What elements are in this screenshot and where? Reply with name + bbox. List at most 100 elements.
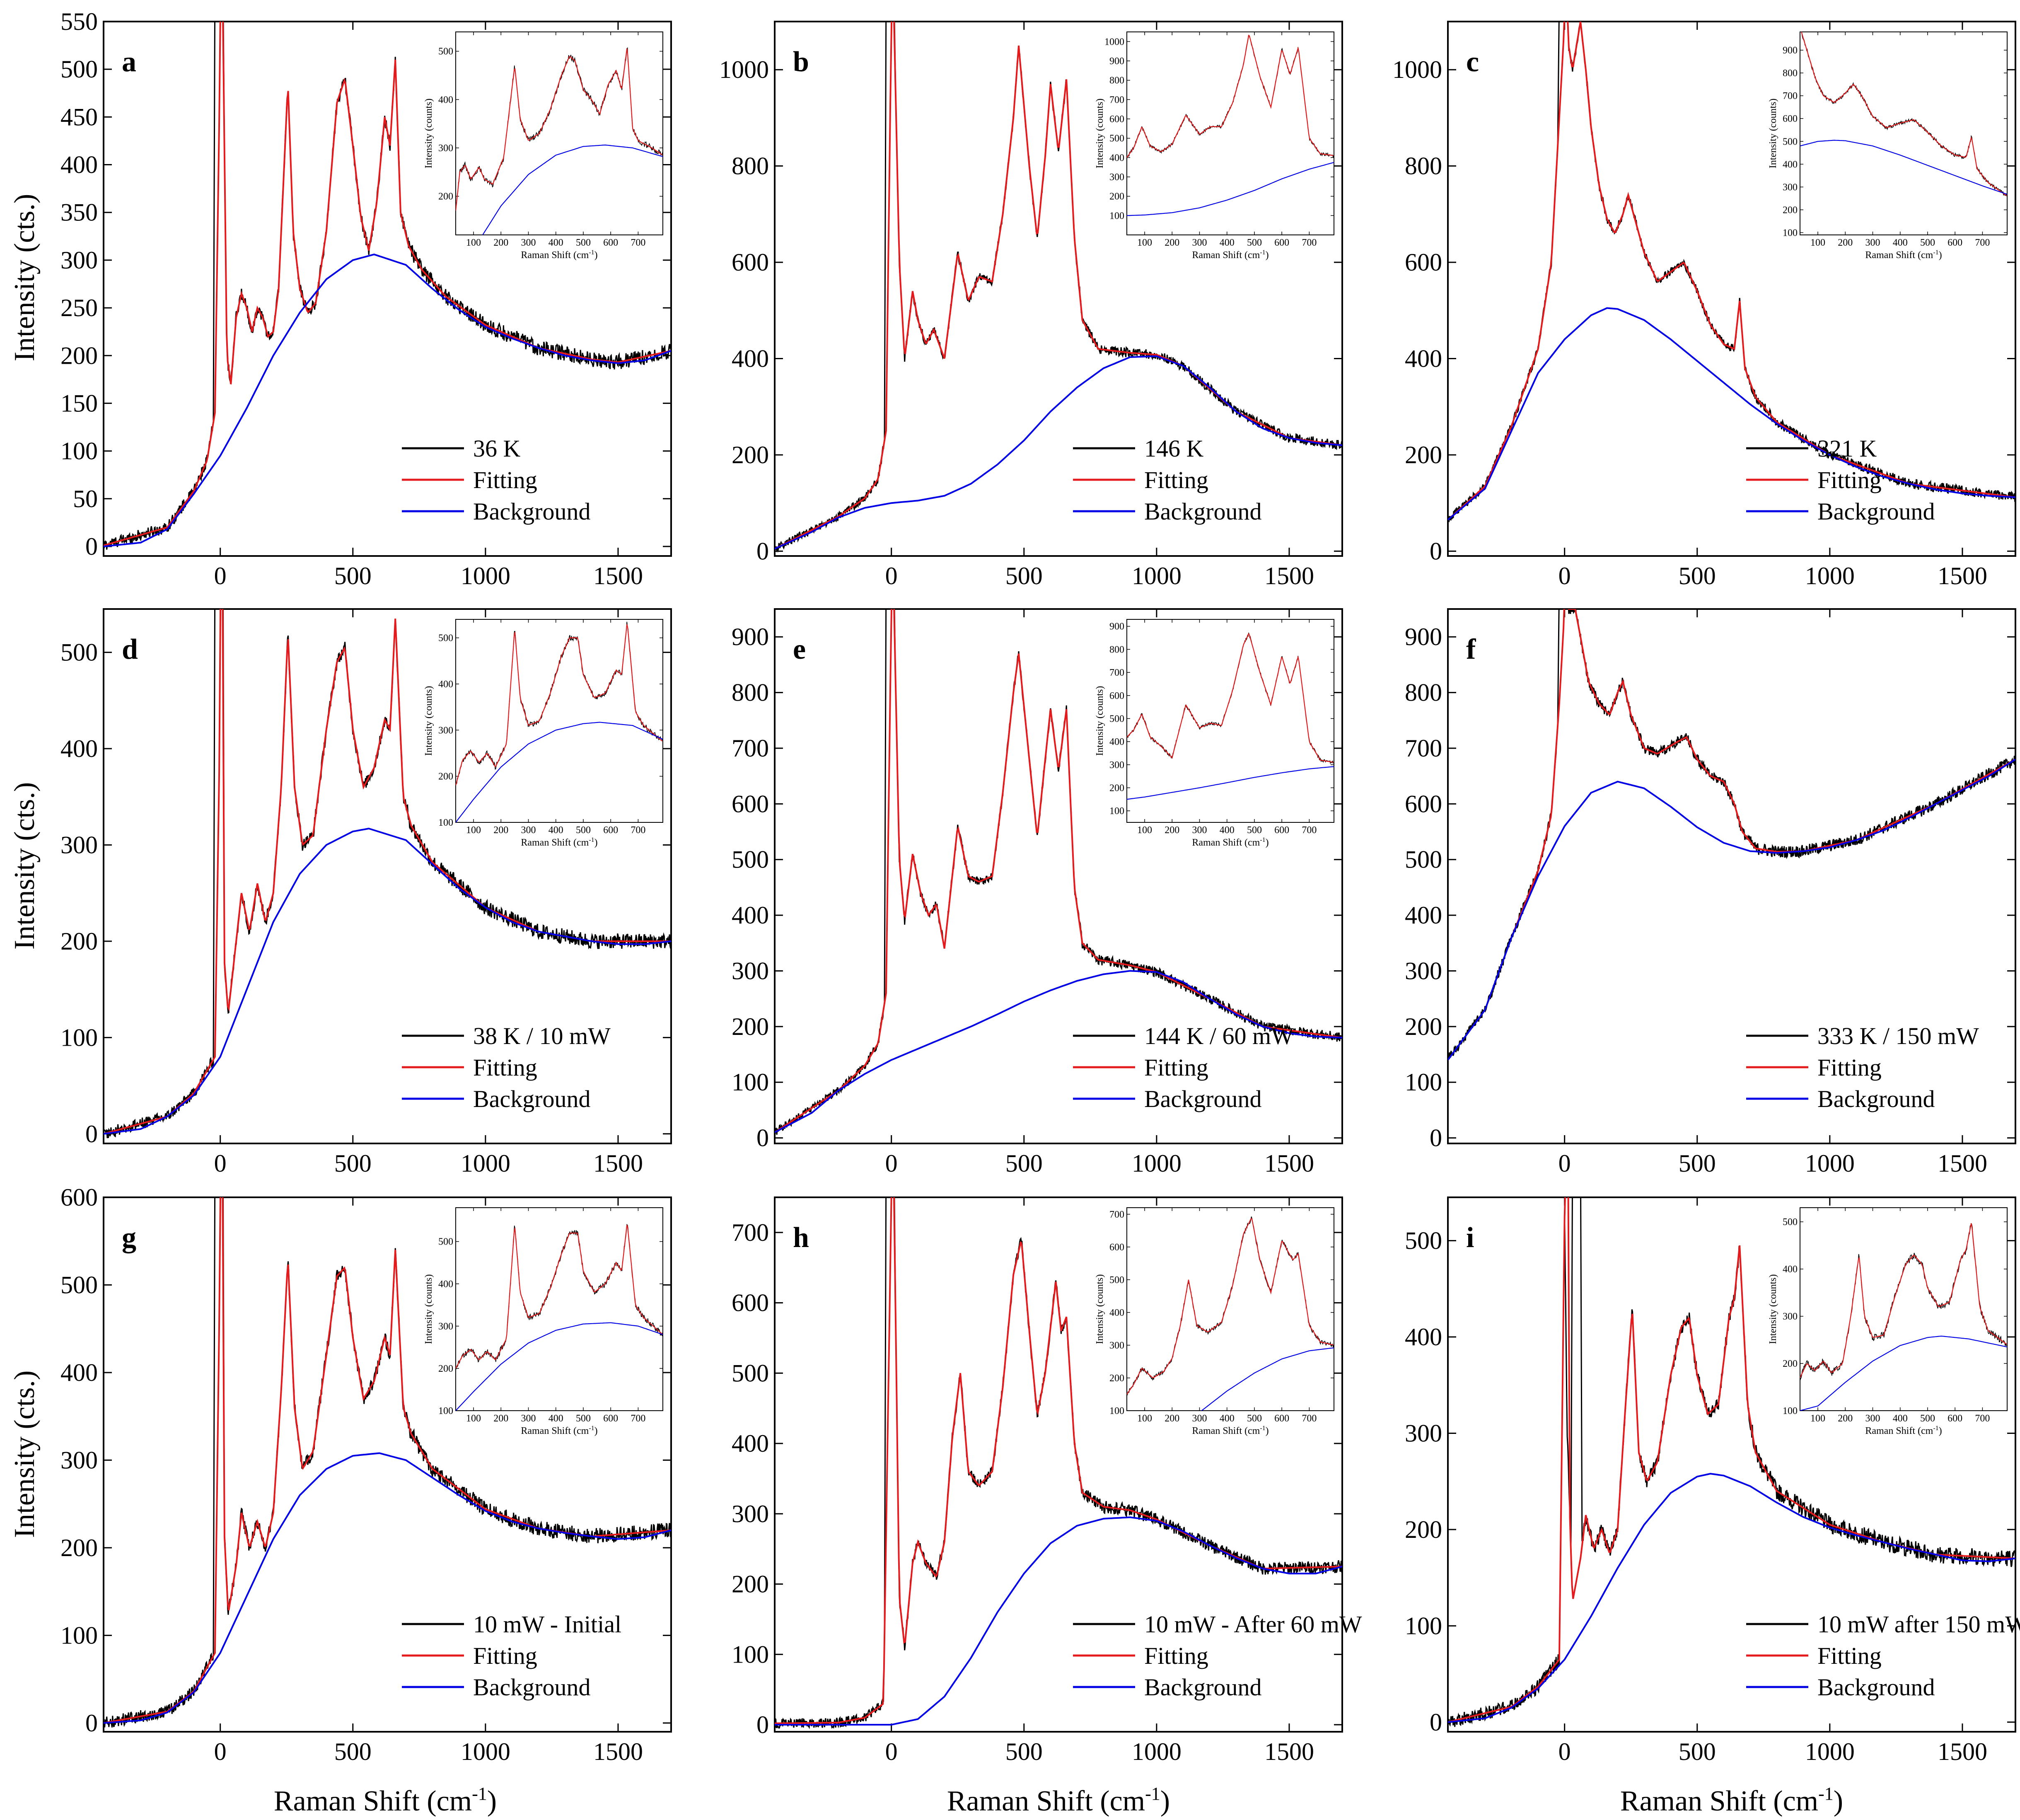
panel-b-ytick-label: 800 (732, 152, 769, 180)
panel-i-inset-ylabel: Intensity (counts) (1768, 1274, 1778, 1344)
panel-e-ytick-label: 300 (732, 957, 769, 984)
panel-e-inset-ytick-label: 400 (1109, 737, 1124, 747)
panel-b-inset-xtick-label: 300 (1192, 237, 1207, 248)
panel-b-ytick-label: 400 (732, 345, 769, 372)
panel-d-ytick-label: 500 (60, 639, 98, 666)
panel-f-fit-series (1448, 609, 2015, 1061)
panel-g-inset-ylabel: Intensity (counts) (423, 1274, 434, 1344)
panel-a-inset-xlabel-sup: -1 (589, 249, 594, 256)
panel-f-ytick-label: 900 (1405, 623, 1442, 650)
panel-i: 0 500 1000 1500 0 100 200 300 400 500 i 10 mW after… (1405, 1196, 2020, 1765)
panel-g-ytick-label: 0 (85, 1709, 98, 1737)
panel-d-inset-xtick-label: 700 (631, 825, 645, 836)
panel-e-ytick-label: 700 (732, 735, 769, 762)
panel-c-inset-xlabel-sup: -1 (1933, 249, 1938, 256)
panel-d-inset-ytick-label: 500 (438, 633, 453, 644)
panel-h-ytick-label: 300 (732, 1500, 769, 1528)
panel-d-ytick-label: 0 (85, 1120, 98, 1148)
panel-b-inset-ytick-label: 500 (1109, 133, 1124, 144)
panel-a-ytick-label: 550 (60, 8, 98, 35)
panel-i-ytick-label: 400 (1405, 1323, 1442, 1351)
y-axis-titles: Intensity (cts.) Intensity (cts.) Intens… (9, 194, 41, 1538)
panel-e-letter: e (793, 633, 806, 665)
panel-h-inset-background-series (1201, 1347, 1334, 1411)
panel-c-inset-plot (1800, 32, 2007, 196)
panel-d-ytick-label: 200 (60, 928, 98, 955)
panel-b-inset-plot (1127, 34, 1334, 216)
panel-h-inset-ytick-label: 700 (1109, 1209, 1124, 1220)
panel-b-fit-series (775, 22, 1342, 550)
panel-h-letter: h (793, 1222, 809, 1254)
panel-c-inset-ytick-label: 300 (1783, 182, 1798, 193)
panel-b-inset-background-series (1127, 162, 1334, 216)
panel-h-xtick-label: 0 (885, 1738, 898, 1765)
panel-b-xtick-label: 1000 (1132, 562, 1182, 590)
panel-d-legend-label: 38 K / 10 mW (473, 1022, 611, 1049)
panel-c-inset-frame (1800, 31, 2008, 235)
panel-c-inset-xtick-label: 300 (1865, 237, 1880, 248)
panel-e-inset-background-series (1127, 766, 1334, 800)
panel-d-ytick-label: 400 (60, 735, 98, 762)
panel-c-letter: c (1466, 46, 1479, 78)
panel-b-inset-xtick-label: 100 (1137, 237, 1152, 248)
panel-c-ytick-label: 200 (1405, 441, 1442, 469)
panel-b-inset-ytick-label: 700 (1109, 94, 1124, 105)
panel-e-inset-xtick-label: 100 (1137, 825, 1152, 836)
panel-d-inset-ytick-label: 200 (438, 771, 453, 782)
panel-g-inset-plot (456, 1224, 663, 1411)
panel-e-plot (775, 609, 1342, 1136)
panel-c: 0 500 1000 1500 0 200 400 600 800 1000 c 321 K Fitti… (1392, 21, 2016, 590)
panel-i-inset-xtick-label: 400 (1893, 1413, 1908, 1424)
panel-e-ytick-label: 200 (732, 1013, 769, 1040)
panel-a-inset-xtick-label: 100 (466, 237, 481, 248)
panel-f-xtick-label: 500 (1679, 1150, 1716, 1177)
panel-f-letter: f (1466, 633, 1476, 665)
panel-b-inset-xlabel-close: ) (1266, 250, 1269, 261)
panel-i-xtick-label: 1000 (1805, 1738, 1855, 1765)
panel-h-inset-ytick-label: 200 (1109, 1373, 1124, 1384)
panel-d-ytick-label: 100 (60, 1024, 98, 1051)
panel-d-xtick-label: 500 (334, 1150, 372, 1177)
panel-e-ytick-label: 0 (756, 1124, 769, 1152)
panel-c-xtick-label: 500 (1679, 562, 1716, 590)
panel-c-ytick-label: 1000 (1392, 56, 1442, 83)
panel-a-ytick-label: 500 (60, 56, 98, 83)
panel-i-ytick-label: 200 (1405, 1516, 1442, 1543)
panel-e-inset-ytick-label: 200 (1109, 783, 1124, 793)
panel-c-fit-series (1448, 22, 2015, 521)
panel-a-inset-ytick-label: 400 (438, 94, 453, 105)
panel-h-inset-frame (1126, 1207, 1334, 1411)
panel-b-legend-label: Fitting (1144, 466, 1208, 493)
panel-f-legend-label: 333 K / 150 mW (1817, 1022, 1979, 1049)
y-axis-title-row-2: Intensity (cts.) (9, 782, 41, 950)
panel-a-ytick-label: 350 (60, 199, 98, 226)
panel-e-inset: 100 200 300 400 500 600 700 100 200 300 400 500 600 7… (1095, 619, 1334, 848)
panel-e-inset-ytick-label: 900 (1109, 621, 1124, 632)
panel-c-inset-fit-series (1801, 32, 2007, 196)
panel-h-inset-plot (1127, 1216, 1334, 1411)
panel-g-ytick-label: 300 (60, 1446, 98, 1474)
panel-h-plot (775, 1197, 1342, 1729)
panel-b-inset-xtick-label: 600 (1274, 237, 1289, 248)
panel-h-inset-fit-series (1127, 1218, 1334, 1395)
panel-g-inset-xtick-label: 100 (466, 1413, 481, 1424)
panel-d-inset-frame (455, 619, 663, 823)
panel-b-legend-label: 146 K (1144, 435, 1204, 462)
panel-d-inset-xtick-label: 200 (493, 825, 508, 836)
panel-g-letter: g (122, 1222, 136, 1254)
panel-e-inset-xlabel-text: Raman Shift (cm (1192, 837, 1260, 848)
panel-a-fit-series (104, 22, 671, 546)
panel-g: 0 500 1000 1500 0 100 200 300 400 500 600 g 10 mW - … (60, 1184, 672, 1765)
panel-i-inset-plot (1800, 1223, 2007, 1411)
y-axis-title-row-3: Intensity (cts.) (9, 1370, 41, 1538)
panel-d-inset-fit-series (456, 624, 663, 786)
panel-c-inset-ytick-label: 400 (1783, 159, 1798, 170)
panel-f-ytick-label: 500 (1405, 846, 1442, 873)
panel-h-background-series (775, 1516, 1342, 1726)
panel-i-xtick-label: 1500 (1938, 1738, 1987, 1765)
panel-c-legend-label: 321 K (1817, 435, 1877, 462)
panel-i-inset-xtick-label: 700 (1975, 1413, 1990, 1424)
panel-a-inset-ytick-label: 200 (438, 191, 453, 202)
panel-i-ytick-label: 0 (1430, 1709, 1442, 1736)
panel-g-ytick-label: 100 (60, 1622, 98, 1649)
